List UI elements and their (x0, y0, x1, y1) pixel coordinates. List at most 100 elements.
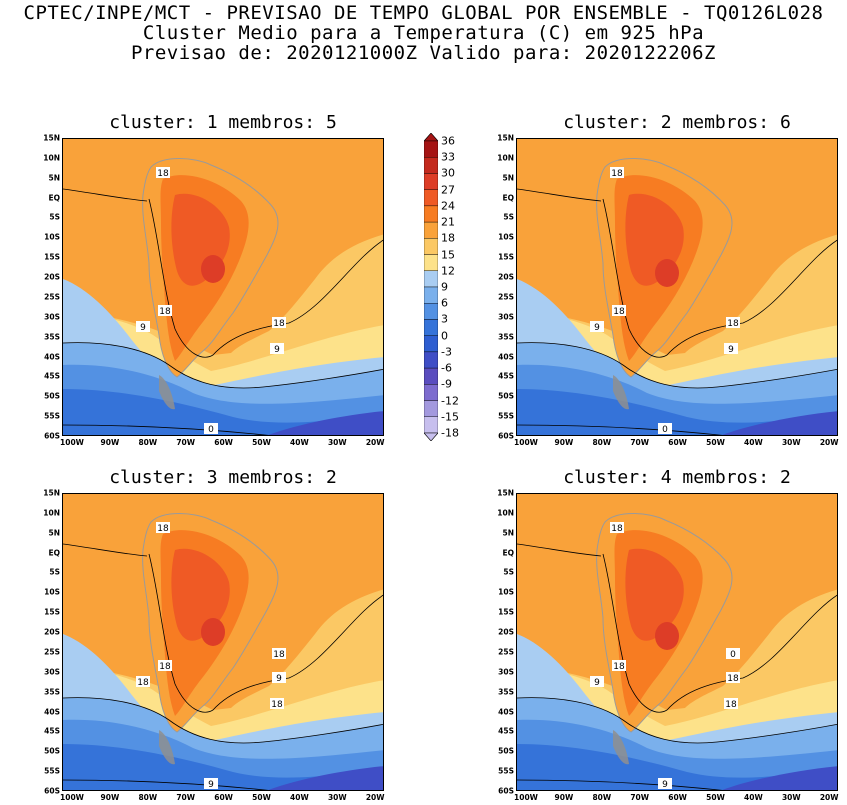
colorbar-tick-label: -18 (441, 426, 459, 440)
lon-tick-label: 70W (176, 793, 196, 802)
contour-label: 9 (272, 672, 286, 684)
contour-label: 18 (726, 317, 740, 329)
colorbar-tick-label: -15 (441, 410, 459, 424)
lat-tick-label: 60S (44, 786, 60, 796)
lat-tick-label: 60S (498, 786, 514, 796)
lat-tick-label: 15N (497, 488, 514, 498)
contour-label: 18 (270, 698, 284, 710)
lat-tick-label: 45S (498, 726, 514, 736)
svg-text:18: 18 (137, 678, 149, 688)
map-panel-2: 18 18 9 18 9 0 (516, 138, 838, 436)
contour-label: 9 (136, 321, 150, 333)
svg-text:9: 9 (728, 345, 734, 355)
colorbar-tick-label: 36 (441, 134, 455, 148)
colorbar-tick-label: 21 (441, 215, 455, 229)
lon-tick-label: 80W (592, 793, 612, 802)
contour-label: 9 (590, 321, 604, 333)
svg-text:18: 18 (611, 524, 623, 534)
colorbar-swatch (424, 205, 438, 223)
svg-text:18: 18 (613, 662, 625, 672)
lon-tick-label: 50W (706, 438, 725, 447)
contour-label: 9 (270, 343, 284, 355)
contour-label: 18 (272, 648, 286, 660)
colorbar-tick-label: 15 (441, 248, 455, 262)
colorbar-tick-label: 12 (441, 264, 455, 278)
main-title: CPTEC/INPE/MCT - PREVISAO DE TEMPO GLOBA… (23, 2, 824, 24)
lon-tick-label: 90W (100, 438, 120, 447)
contour-label: 18 (726, 672, 740, 684)
svg-text:18: 18 (159, 307, 171, 317)
lat-tick-label: 40S (498, 707, 514, 717)
lat-tick-label: 40S (44, 707, 60, 717)
panel-3-title: cluster: 3 membros: 2 (109, 467, 337, 488)
lat-tick-label: 45S (44, 371, 60, 381)
colorbar-swatch (424, 286, 438, 304)
lon-tick-label: 40W (744, 438, 763, 447)
lat-tick-label: 10S (44, 587, 60, 597)
lat-tick-label: EQ (48, 548, 61, 558)
lat-tick-label: 50S (498, 746, 514, 756)
lat-tick-label: 35S (498, 332, 514, 342)
lat-tick-label: 35S (44, 332, 60, 342)
lat-tick-label: 15N (497, 133, 514, 143)
lat-tick-label: 10N (43, 153, 60, 163)
lat-tick-label: 20S (44, 627, 60, 637)
svg-text:9: 9 (276, 674, 282, 684)
lon-tick-label: 50W (706, 793, 725, 802)
contour-label: 18 (724, 698, 738, 710)
lon-tick-label: 40W (290, 793, 309, 802)
lat-tick-label: 15S (44, 607, 60, 617)
lat-tick-label: 50S (44, 746, 60, 756)
lat-tick-label: 20S (498, 272, 514, 282)
lon-tick-label: 70W (176, 438, 196, 447)
panel-4-title: cluster: 4 membros: 2 (563, 467, 791, 488)
lon-tick-label: 90W (100, 793, 120, 802)
contour-label: 18 (610, 522, 624, 534)
lon-tick-label: 100W (514, 438, 538, 447)
lon-tick-label: 20W (365, 438, 385, 447)
colorbar (424, 133, 438, 441)
lat-tick-label: 15S (498, 607, 514, 617)
svg-text:0: 0 (662, 425, 668, 435)
lat-axis-3: 15N 10N 5N EQ 5S 10S 15S 20S 25S 30S 35S 40S 45S 50S 5… (0, 489, 61, 796)
colorbar-swatch (424, 416, 438, 434)
lat-tick-label: 5N (48, 528, 61, 538)
contour-label: 0 (204, 423, 218, 435)
colorbar-swatch (424, 157, 438, 174)
lat-tick-label: 30S (498, 312, 514, 322)
panel-2-title: cluster: 2 membros: 6 (563, 112, 791, 133)
colorbar-swatch (424, 254, 438, 271)
subtitle-variable: Cluster Medio para a Temperatura (C) em … (142, 22, 705, 44)
contour-label: 0 (726, 648, 740, 660)
colorbar-swatch (424, 140, 438, 158)
lat-tick-label: 40S (498, 352, 514, 362)
lat-tick-label: 25S (44, 292, 60, 302)
svg-text:18: 18 (611, 169, 623, 179)
contour-label: 18 (610, 167, 624, 179)
colorbar-swatch (424, 189, 438, 207)
colorbar-swatch (424, 238, 438, 255)
svg-text:18: 18 (727, 319, 739, 329)
lon-tick-label: 60W (214, 438, 233, 447)
colorbar-swatch (424, 400, 438, 417)
lat-tick-label: 5N (48, 173, 61, 183)
lon-tick-label: 50W (252, 438, 271, 447)
lon-tick-label: 30W (327, 793, 347, 802)
lat-tick-label: 10S (44, 232, 60, 242)
lat-tick-label: 5S (503, 567, 514, 577)
svg-text:9: 9 (594, 323, 600, 333)
contour-label: 18 (158, 660, 172, 672)
lat-tick-label: 30S (498, 667, 514, 677)
lon-tick-label: 60W (214, 793, 233, 802)
lat-tick-label: 55S (498, 411, 514, 421)
svg-text:18: 18 (725, 700, 737, 710)
colorbar-tick-label: 27 (441, 183, 455, 197)
lat-tick-label: 10S (498, 587, 514, 597)
lat-tick-label: 60S (44, 431, 60, 441)
lat-tick-label: 10S (498, 232, 514, 242)
lon-tick-label: 100W (60, 793, 84, 802)
colorbar-tick-label: 30 (441, 166, 455, 180)
lat-tick-label: 15N (43, 133, 60, 143)
svg-text:18: 18 (273, 650, 285, 660)
lat-tick-label: 5S (49, 567, 60, 577)
